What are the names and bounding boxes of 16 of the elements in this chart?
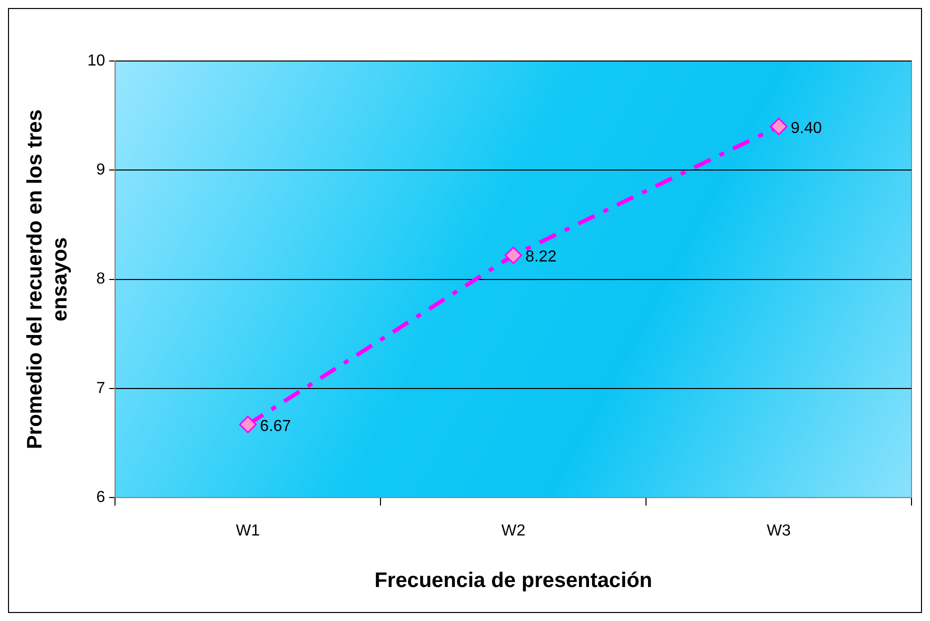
x-tick-label: W3 bbox=[766, 522, 791, 540]
x-tick-label: W2 bbox=[501, 522, 526, 540]
data-label: 9.40 bbox=[790, 120, 822, 137]
x-axis-title: Frecuencia de presentación bbox=[374, 569, 652, 592]
y-tick-label: 6 bbox=[96, 489, 106, 506]
y-tick-label: 8 bbox=[96, 270, 106, 288]
y-axis-title: Promedio del recuerdo en los tres ensayos bbox=[23, 109, 72, 450]
y-tick-label: 7 bbox=[96, 380, 106, 397]
point bbox=[504, 246, 522, 264]
y-tick-label: 9 bbox=[96, 162, 106, 179]
data-label: 6.67 bbox=[260, 418, 292, 435]
point bbox=[770, 118, 788, 136]
point bbox=[239, 416, 257, 434]
x-tick-label: W1 bbox=[236, 522, 260, 540]
data-label: 8.22 bbox=[525, 248, 557, 266]
y-tick-label: 10 bbox=[87, 52, 106, 70]
